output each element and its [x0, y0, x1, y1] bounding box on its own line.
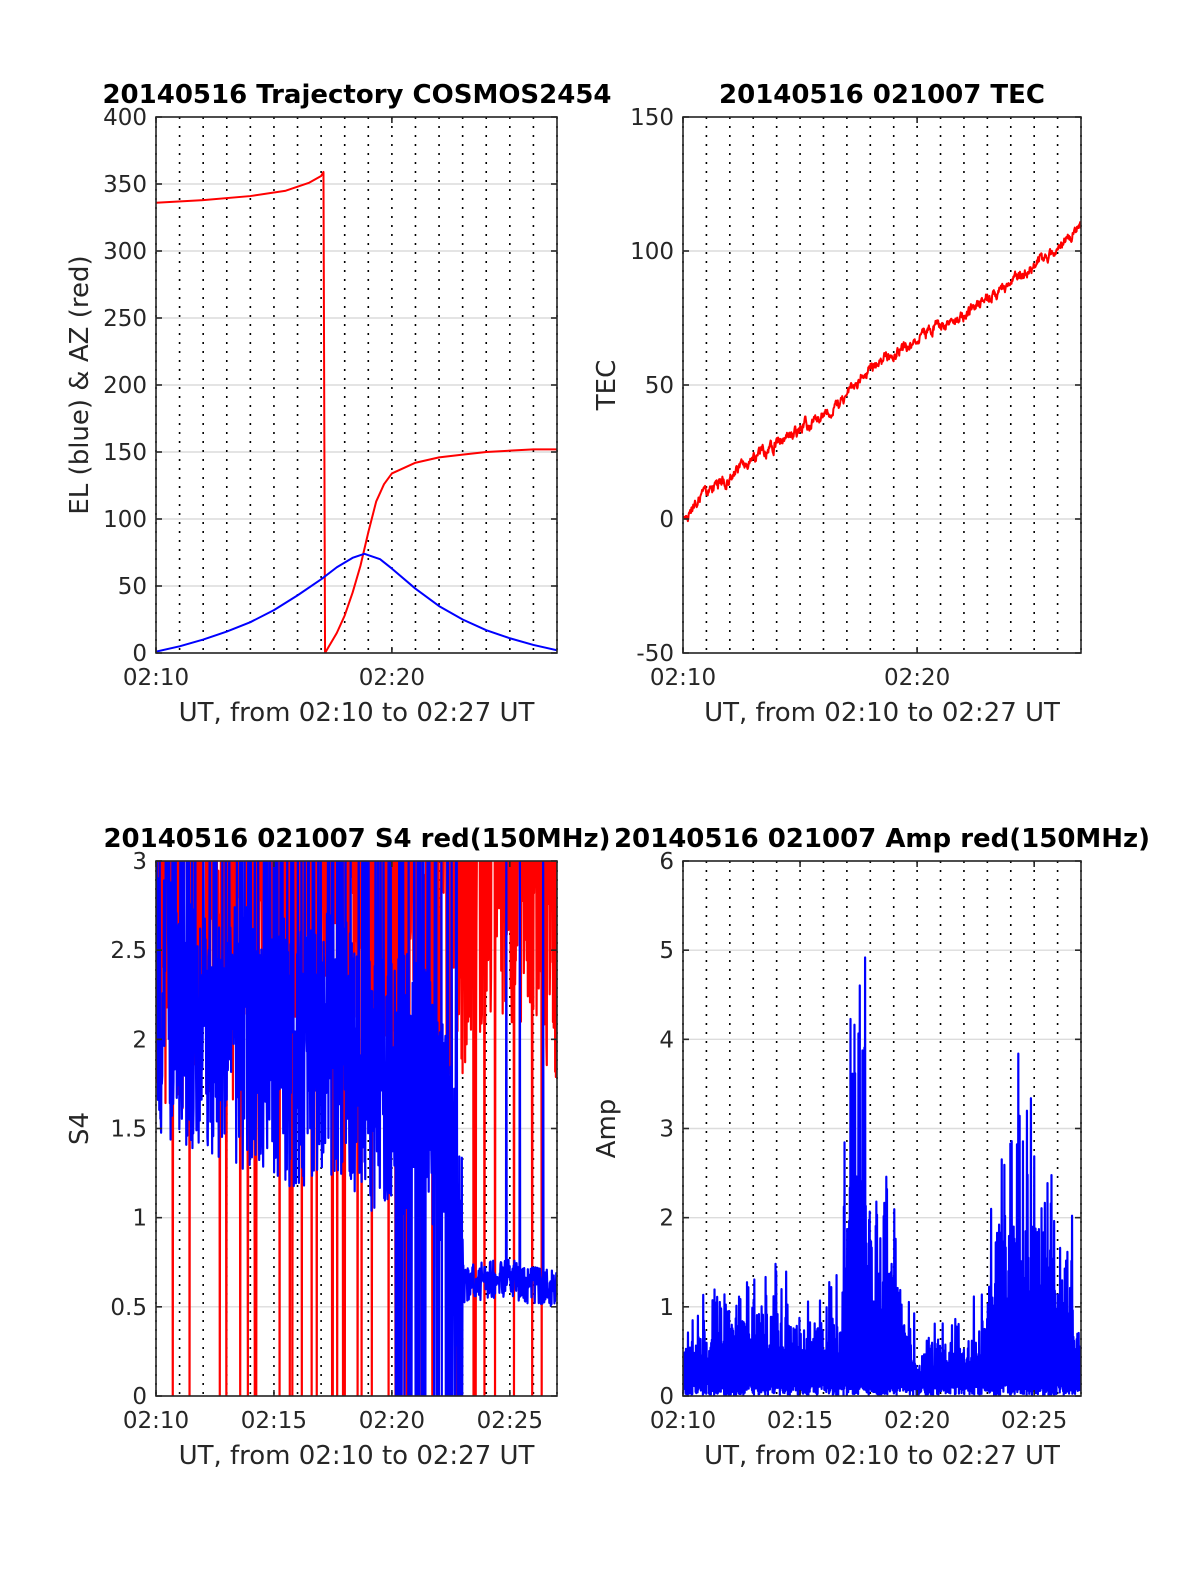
y-tick-label: 0	[659, 507, 674, 533]
y-tick-label: 3	[132, 849, 147, 875]
chart-panel-2: -50 0 50 100 150 02:10 02:20 20140516 021007 TE…	[592, 80, 1082, 728]
x-axis-label: UT, from 02:10 to 02:27 UT	[704, 698, 1060, 728]
series-line-1	[683, 956, 1081, 1396]
y-tick-label: 2	[132, 1027, 147, 1053]
series-line-2	[156, 861, 557, 1396]
x-tick-label: 02:15	[241, 1408, 307, 1434]
y-tick-label: 5	[659, 938, 674, 964]
chart-title: 20140516 021007 Amp red(150MHz)	[614, 824, 1150, 854]
x-tick-label: 02:10	[650, 665, 716, 691]
y-tick-label: 150	[103, 440, 147, 466]
series-line-1	[156, 170, 557, 653]
chart-panel-1: 0 50 100 150 200 250 300 350 400 02:10 02:20 201405…	[65, 80, 612, 728]
x-tick-label: 02:15	[767, 1408, 833, 1434]
y-tick-label: 2	[659, 1206, 674, 1232]
chart-title: 20140516 021007 S4 red(150MHz)	[103, 824, 610, 854]
y-tick-label: 6	[659, 849, 674, 875]
y-tick-label: 50	[118, 574, 147, 600]
y-tick-label: -50	[636, 641, 674, 667]
y-tick-label: 200	[103, 373, 147, 399]
y-axis-label: Amp	[592, 1099, 622, 1159]
y-tick-label: 50	[645, 373, 674, 399]
chart-title: 20140516 Trajectory COSMOS2454	[102, 80, 611, 110]
x-tick-label: 02:10	[123, 665, 189, 691]
y-tick-label: 1	[659, 1295, 674, 1321]
chart-title: 20140516 021007 TEC	[719, 80, 1045, 110]
y-axis-label: TEC	[592, 360, 622, 411]
x-tick-label: 02:20	[359, 665, 425, 691]
series-line-2	[156, 552, 557, 653]
x-axis-label: UT, from 02:10 to 02:27 UT	[179, 1441, 535, 1471]
y-tick-label: 3	[659, 1117, 674, 1143]
y-tick-label: 0.5	[110, 1295, 147, 1321]
y-tick-label: 0	[132, 1384, 147, 1410]
plot-area	[156, 170, 557, 653]
y-tick-label: 250	[103, 306, 147, 332]
plot-area	[156, 861, 557, 1396]
x-axis-label: UT, from 02:10 to 02:27 UT	[704, 1441, 1060, 1471]
x-tick-label: 02:20	[359, 1408, 425, 1434]
x-axis-label: UT, from 02:10 to 02:27 UT	[179, 698, 535, 728]
y-tick-label: 0	[659, 1384, 674, 1410]
y-tick-label: 300	[103, 239, 147, 265]
series-line-1	[156, 861, 557, 1396]
x-tick-label: 02:20	[884, 665, 950, 691]
y-tick-label: 4	[659, 1027, 674, 1053]
plot-area	[683, 956, 1081, 1396]
chart-panel-4: 0 1 2 3 4 5 6 02:10 02:15 02:20 02:25 20140516 0210…	[592, 824, 1150, 1471]
y-tick-label: 150	[630, 105, 674, 131]
y-tick-label: 0	[132, 641, 147, 667]
y-tick-label: 400	[103, 105, 147, 131]
y-axis-label: S4	[65, 1112, 95, 1145]
y-axis-label: EL (blue) & AZ (red)	[65, 255, 95, 514]
x-tick-label: 02:10	[123, 1408, 189, 1434]
y-tick-label: 2.5	[110, 938, 147, 964]
plot-area	[683, 221, 1081, 523]
y-tick-label: 1.5	[110, 1117, 147, 1143]
y-tick-label: 100	[630, 239, 674, 265]
y-tick-label: 350	[103, 172, 147, 198]
x-tick-label: 02:25	[477, 1408, 543, 1434]
x-tick-label: 02:20	[884, 1408, 950, 1434]
y-tick-label: 100	[103, 507, 147, 533]
series-line-1	[683, 221, 1081, 523]
chart-panel-3: 0 0.5 1 1.5 2 2.5 3 02:10 02:15 02:20 02:25 2014051…	[65, 824, 611, 1471]
x-tick-label: 02:25	[1001, 1408, 1067, 1434]
x-tick-label: 02:10	[650, 1408, 716, 1434]
y-tick-label: 1	[132, 1206, 147, 1232]
